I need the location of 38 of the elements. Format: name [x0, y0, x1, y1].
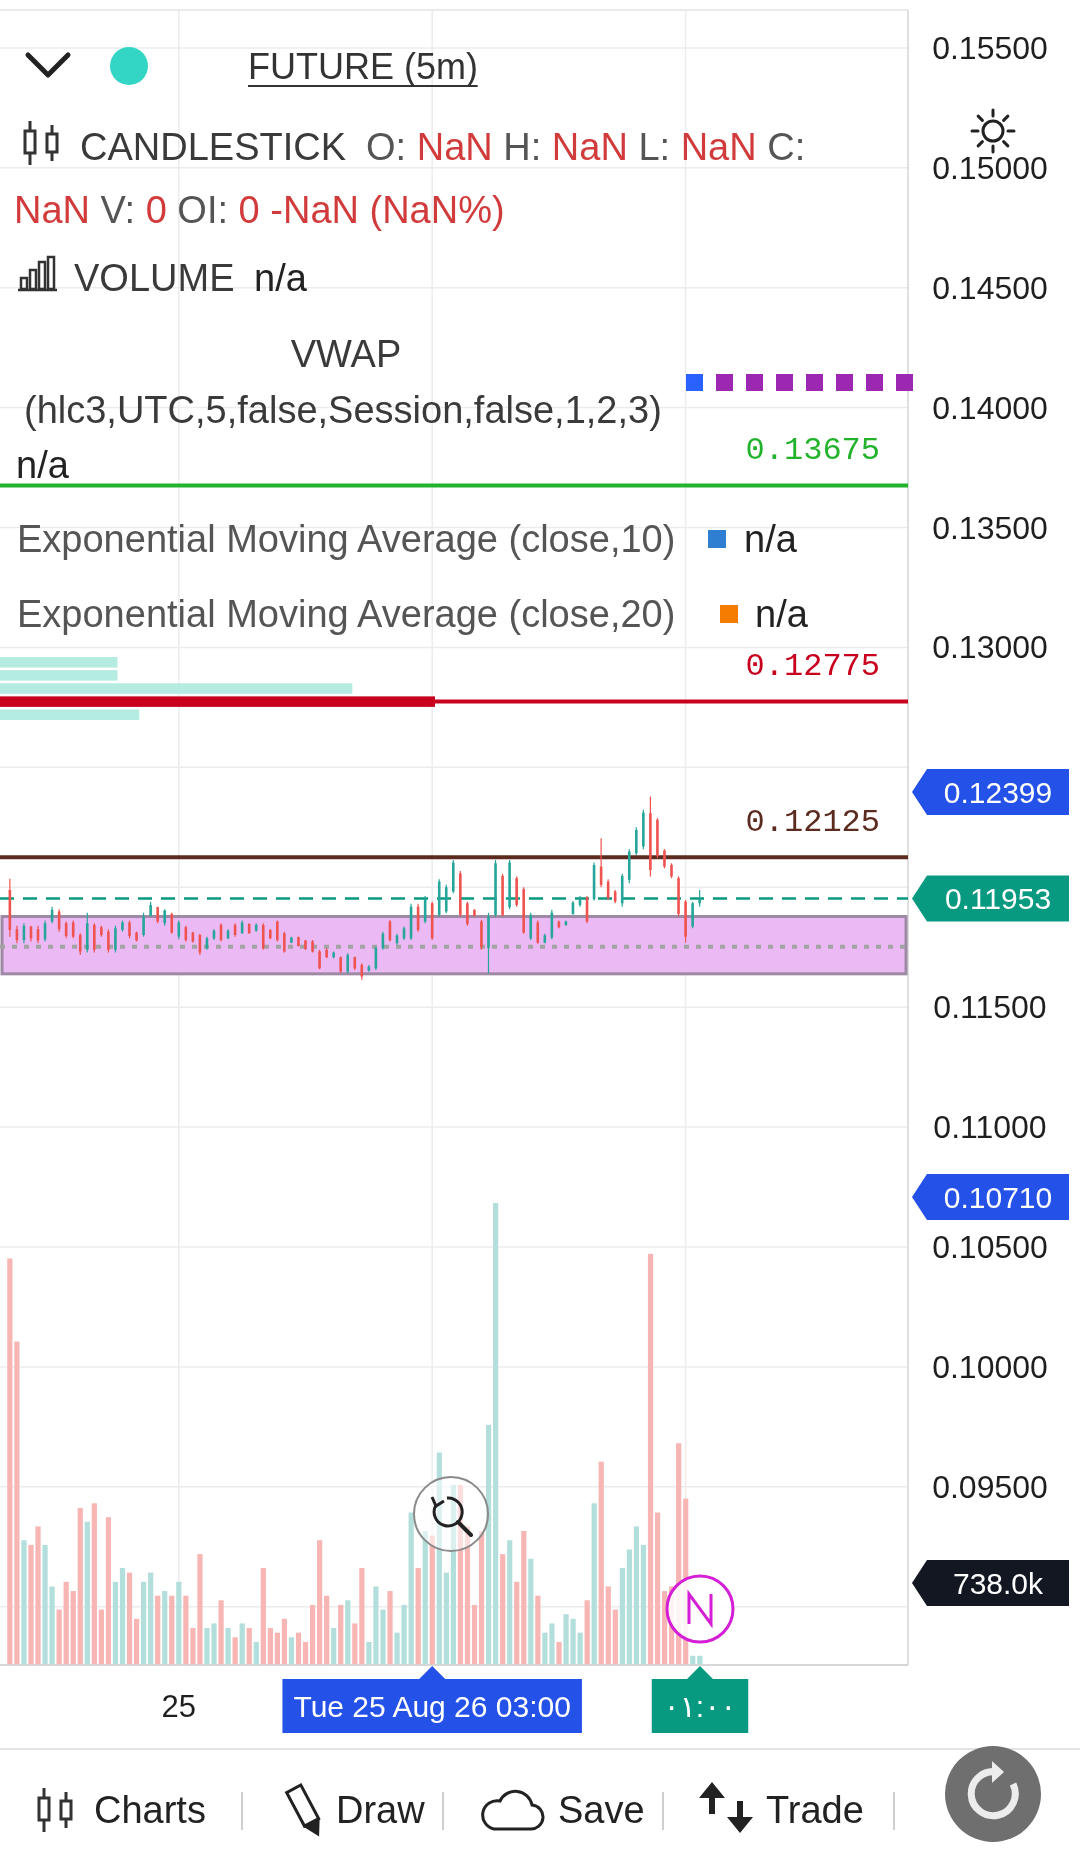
- text: 0.12399: [943, 775, 1053, 809]
- x-tick-label: 25: [161, 1688, 197, 1724]
- annotation: Exponential Moving Average (close,10): [17, 518, 676, 560]
- y-tick-label: 0.13000: [932, 629, 1048, 666]
- annotation: CANDLESTICK: [80, 126, 347, 168]
- y-tick-label: 0.14500: [932, 269, 1048, 306]
- y-tick-label: 0.11000: [933, 1109, 1047, 1146]
- y-tick-label: 0.13500: [932, 509, 1048, 546]
- annotation: n/a: [16, 444, 70, 486]
- ref-line-label: 0.13675: [745, 432, 880, 470]
- annotation: VWAP: [290, 333, 402, 375]
- annotation: n/a: [254, 257, 308, 299]
- y-tick-label: 0.10500: [932, 1228, 1048, 1265]
- text: 0.10710: [943, 1180, 1053, 1214]
- annotation: O: NaN H: NaN L: NaN C:: [366, 126, 806, 168]
- text: Save: [558, 1789, 645, 1831]
- text: Draw: [336, 1789, 426, 1831]
- annotation: n/a: [755, 593, 809, 635]
- annotation: NaN V: 0 OI: 0 -NaN (NaN%): [14, 189, 505, 231]
- y-tick-label: 0.15000: [932, 149, 1048, 186]
- y-tick-label: 0.14000: [932, 389, 1048, 426]
- y-tick-label: 0.09500: [932, 1468, 1048, 1505]
- y-tick-label: 0.15500: [932, 29, 1048, 66]
- text: Trade: [766, 1789, 864, 1831]
- text: Charts: [94, 1789, 206, 1831]
- text: 738.0k: [952, 1566, 1045, 1600]
- ref-line-label: 0.12775: [745, 647, 880, 685]
- y-tick-label: 0.11500: [933, 989, 1047, 1026]
- x-tick-label: Tue 25 Aug 26 03:00: [293, 1689, 571, 1723]
- ref-line-label: 0.11953: [944, 882, 1052, 916]
- annotation: (hlc3,UTC,5,false,Session,false,1,2,3): [24, 389, 662, 431]
- ref-line-label: 0.12125: [745, 803, 880, 841]
- y-tick-label: 0.10000: [932, 1348, 1048, 1385]
- annotation: Exponential Moving Average (close,20): [17, 593, 676, 635]
- text: ٠١:٠٠: [663, 1689, 737, 1723]
- annotation: VOLUME: [74, 257, 235, 299]
- text: FUTURE (5m): [248, 45, 478, 87]
- annotation: n/a: [744, 518, 798, 560]
